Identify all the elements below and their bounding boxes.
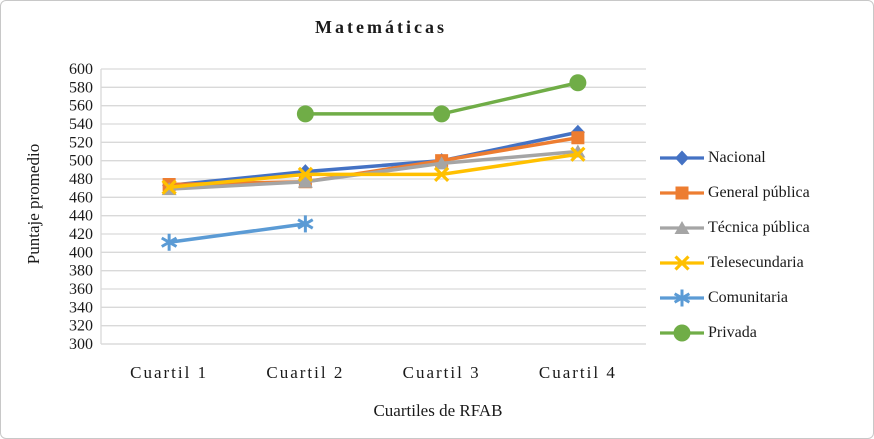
legend-swatch [660, 150, 704, 165]
y-tick-label: 420 [69, 226, 93, 243]
legend-label: Privada [708, 323, 757, 341]
triangle-marker [434, 156, 450, 170]
y-tick-label: 520 [69, 134, 93, 151]
asterisk-marker [297, 215, 314, 233]
y-tick-label: 300 [69, 336, 93, 353]
y-tick-label: 380 [69, 263, 93, 280]
asterisk-marker [673, 289, 691, 306]
y-axis-title: Puntaje promedio [24, 143, 43, 265]
legend-item-telesecundaria: Telesecundaria [659, 245, 810, 280]
y-tick-label: 440 [69, 208, 93, 225]
y-tick-label: 360 [69, 281, 93, 298]
legend-label: Telesecundaria [708, 253, 804, 271]
triangle-marker [297, 174, 313, 188]
y-tick-label: 480 [69, 171, 93, 188]
square-marker [675, 186, 689, 199]
circle-marker [296, 105, 314, 123]
series-line-comunitaria [168, 222, 306, 244]
x-marker [433, 166, 450, 183]
x-tick-label: Cuartil 1 [130, 363, 208, 382]
legend-swatch [660, 324, 704, 341]
y-tick-label: 540 [69, 116, 93, 133]
square-marker [571, 131, 585, 145]
circle-marker [673, 324, 691, 341]
legend-label: General pública [708, 183, 810, 201]
chart-title: Matemáticas [315, 17, 447, 37]
circle-marker [569, 74, 587, 92]
legend-swatch [660, 186, 704, 199]
y-tick-label: 580 [69, 79, 93, 96]
legend-item-privada: Privada [659, 315, 810, 350]
legend-item-comunitaria: Comunitaria [659, 280, 810, 315]
series-line-telesecundaria [168, 152, 579, 189]
legend-label: Nacional [708, 148, 766, 166]
x-marker [297, 166, 314, 183]
legend-swatch [660, 289, 704, 306]
legend-item-t-cnica-p-blica: Técnica pública [659, 210, 810, 245]
y-tick-label: 560 [69, 98, 93, 115]
asterisk-marker [161, 233, 178, 251]
y-tick-label: 460 [69, 189, 93, 206]
legend-label: Técnica pública [708, 218, 810, 236]
legend-swatch [660, 220, 704, 234]
y-tick-label: 600 [69, 61, 93, 78]
legend-label: Comunitaria [708, 288, 788, 306]
y-tick-label: 340 [69, 299, 93, 316]
legend: Nacional General pública Técnica pública Te… [659, 140, 810, 350]
legend-item-general-p-blica: General pública [659, 175, 810, 210]
y-tick-label: 320 [69, 318, 93, 335]
y-tick-label: 400 [69, 244, 93, 261]
x-marker [570, 146, 586, 162]
diamond-marker [675, 150, 689, 165]
legend-item-nacional: Nacional [659, 140, 810, 175]
x-marker [161, 179, 177, 195]
circle-marker [433, 105, 451, 123]
series-line-nacional [168, 130, 579, 188]
x-tick-label: Cuartil 3 [403, 363, 481, 382]
series-line-t-cnica-p-blica [169, 149, 579, 191]
x-marker [674, 254, 690, 271]
y-tick-label: 500 [69, 153, 93, 170]
x-axis-title: Cuartiles de RFAB [373, 401, 503, 420]
x-tick-label: Cuartil 2 [266, 363, 344, 382]
x-tick-label: Cuartil 4 [539, 363, 617, 382]
legend-swatch [660, 254, 704, 271]
triangle-marker [674, 220, 690, 234]
